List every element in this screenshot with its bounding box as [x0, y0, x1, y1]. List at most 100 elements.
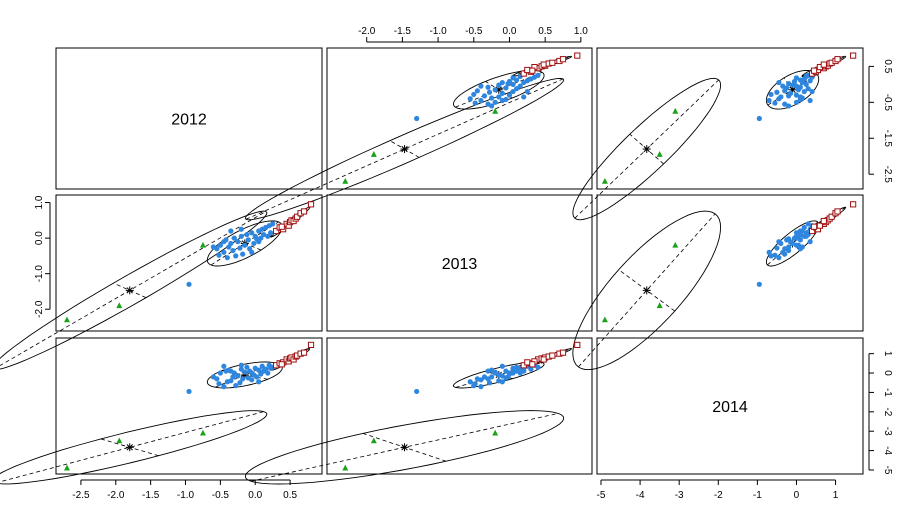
data-point-group-1	[489, 374, 495, 380]
data-point-group-1	[228, 378, 234, 384]
left-axis-tick-label-2013: -2.0	[34, 300, 45, 318]
data-point-group-1	[776, 239, 782, 245]
data-point-group-1	[784, 85, 790, 91]
left-axis-tick-label-2013: 1.0	[34, 195, 45, 209]
data-point-group-2	[116, 437, 123, 444]
data-point-group-2	[492, 429, 499, 436]
data-point-group-3	[834, 208, 841, 215]
data-point-group-1	[801, 224, 807, 231]
data-point-group-2	[672, 241, 679, 248]
data-point-group-2	[116, 302, 123, 309]
data-point-group-1	[210, 244, 217, 250]
data-point-group-1	[478, 377, 484, 383]
data-point-group-1	[521, 94, 527, 100]
data-point-group-1	[238, 366, 244, 372]
panel-frame	[596, 194, 864, 332]
data-point-group-1	[228, 240, 234, 247]
data-point-group-1	[186, 388, 192, 395]
data-point-group-1	[524, 88, 530, 95]
data-point-group-1	[521, 368, 527, 374]
data-point-group-1	[499, 90, 505, 96]
bottom-axis-tick-label-2014: -1	[753, 490, 762, 501]
data-point-group-1	[805, 221, 811, 227]
data-point-group-1	[237, 380, 243, 386]
data-point-group-1	[787, 90, 794, 96]
data-point-group-1	[774, 245, 780, 251]
data-point-group-1	[235, 239, 241, 245]
data-point-group-1	[481, 374, 488, 380]
data-point-group-3	[293, 213, 301, 220]
data-point-group-1	[807, 239, 813, 245]
data-point-group-1	[414, 115, 420, 122]
data-point-group-2	[656, 302, 663, 309]
data-point-group-1	[797, 228, 803, 234]
left-axis-tick-label-2013: 0.0	[34, 231, 45, 245]
data-point-group-3	[834, 56, 841, 63]
data-point-group-1	[766, 97, 772, 104]
centroid-marker	[125, 286, 134, 295]
right-axis-tick-label-2012: -2.5	[882, 166, 893, 184]
data-point-group-1	[797, 84, 803, 90]
data-point-group-1	[486, 380, 493, 386]
data-point-group-1	[261, 231, 267, 238]
bottom-axis-tick-label-2012: 0.5	[283, 490, 297, 501]
data-point-group-1	[756, 281, 762, 287]
data-point-group-1	[216, 252, 222, 258]
diagonal-label: 2013	[442, 256, 478, 273]
data-point-group-3	[549, 352, 556, 359]
data-point-group-1	[793, 83, 800, 89]
bottom-axis-tick-label-2012: -1.5	[142, 490, 160, 501]
data-point-group-1	[768, 253, 774, 259]
data-point-group-1	[768, 91, 774, 98]
data-point-group-1	[756, 115, 762, 122]
left-axis-tick-label-2013: -1.0	[34, 265, 45, 283]
top-axis-tick-label-2013: -0.5	[465, 26, 483, 37]
data-point-group-1	[228, 228, 234, 234]
data-point-group-1	[249, 377, 255, 383]
data-point-group-1	[485, 84, 491, 90]
data-point-group-1	[528, 366, 534, 372]
data-point-group-1	[801, 88, 807, 95]
bottom-axis-tick-label-2014: -2	[714, 490, 723, 501]
panel-2013-vs-2014	[244, 341, 581, 485]
data-point-group-1	[496, 94, 502, 100]
data-point-group-1	[489, 103, 495, 109]
data-point-group-1	[803, 230, 809, 236]
data-point-group-1	[789, 240, 796, 247]
data-point-group-3	[559, 56, 567, 63]
data-point-group-1	[506, 92, 513, 98]
right-axis-tick-label-2014: -3	[882, 427, 893, 436]
data-point-group-1	[221, 363, 227, 369]
ellipse-minor-axis	[618, 269, 676, 312]
data-point-group-3	[278, 361, 285, 368]
data-point-group-1	[256, 239, 262, 245]
centroid-marker	[642, 145, 651, 154]
data-point-group-1	[772, 100, 778, 106]
data-point-group-2	[342, 178, 349, 184]
top-axis-tick-label-2013: 0.0	[503, 26, 517, 37]
right-axis-tick-label-2014: -4	[882, 446, 893, 455]
ellipse-major-axis	[455, 71, 543, 108]
data-point-group-1	[780, 83, 786, 89]
panel-2014-vs-2013	[572, 201, 857, 371]
bottom-axis-tick-label-2014: -3	[675, 490, 684, 501]
data-point-group-3	[300, 349, 308, 356]
ellipse-major-axis	[578, 213, 716, 368]
data-point-group-2	[370, 151, 377, 157]
data-point-group-1	[510, 365, 516, 371]
data-point-group-1	[256, 367, 262, 373]
diagonal-label: 2014	[712, 399, 748, 416]
right-axis-tick-label-2014: 0	[882, 370, 893, 376]
data-point-group-1	[499, 379, 505, 385]
data-point-group-2	[492, 107, 499, 114]
right-axis-tick-label-2014: -1	[882, 388, 893, 397]
data-point-group-1	[265, 370, 271, 376]
data-point-group-1	[233, 383, 239, 389]
panel-frame	[596, 337, 864, 475]
data-point-group-1	[797, 237, 803, 243]
data-point-group-1	[797, 246, 803, 252]
data-point-group-1	[499, 79, 505, 86]
data-point-group-1	[793, 75, 800, 81]
data-point-group-3	[549, 59, 556, 66]
